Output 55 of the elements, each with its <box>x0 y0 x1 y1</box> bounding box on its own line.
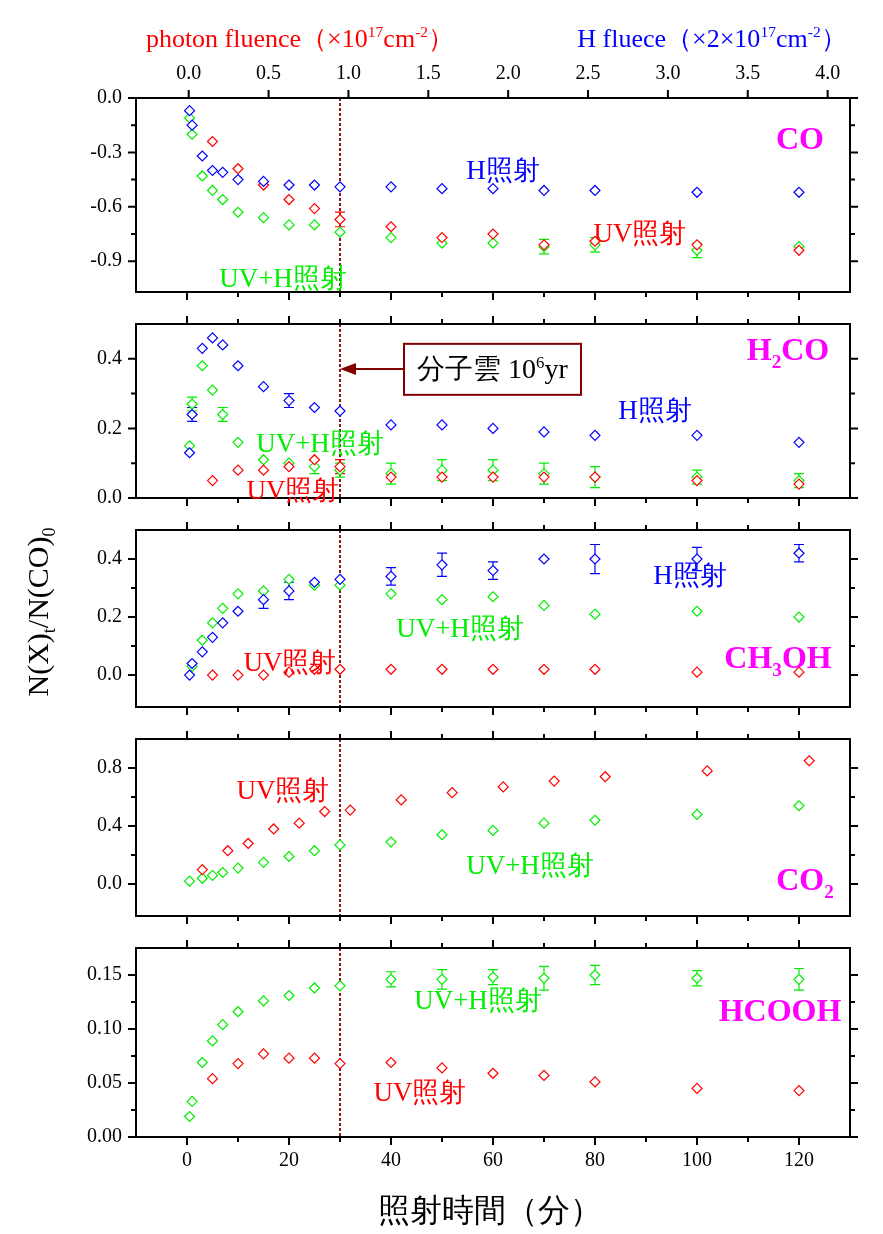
x-tick-label: 60 <box>483 1148 503 1171</box>
y-tick-label: 0.15 <box>87 962 122 985</box>
x-tick-label: 120 <box>784 1148 814 1171</box>
series-label: UV照射 <box>243 646 337 677</box>
y-tick-label: -0.3 <box>90 139 122 162</box>
y-tick-label: 0.2 <box>97 415 122 438</box>
y-tick-label: 0.2 <box>97 604 122 627</box>
x2-tick-label: 0.5 <box>256 61 282 84</box>
series-label: UV+H照射 <box>219 262 347 293</box>
x2-tick-label: 1.0 <box>335 61 361 84</box>
x2-tick-label: 1.5 <box>415 61 441 84</box>
series-label: UV照射 <box>593 217 687 248</box>
series-label: H照射 <box>618 394 692 425</box>
y-tick-label: 0.05 <box>87 1070 122 1093</box>
annotation: 分子雲 10$^{6}$yr <box>403 343 582 396</box>
x-tick-label: 20 <box>279 1148 299 1171</box>
x2-axis-title: photon fluence（×10$^{17}$cm$^{-2}$） <box>145 23 455 53</box>
y-tick-label: 0.4 <box>97 346 122 369</box>
series-label: H照射 <box>653 559 727 590</box>
text: CH$_{3}$OH <box>724 639 832 680</box>
x2-tick-label: 2.5 <box>575 61 601 84</box>
y-tick-label: -0.6 <box>90 194 122 217</box>
series-label: UV照射 <box>246 474 340 505</box>
y-tick-label: 0.0 <box>97 485 122 508</box>
y-tick-label: 0.00 <box>87 1124 122 1147</box>
series-label: UV照射 <box>373 1076 467 1107</box>
x-tick-label: 0 <box>182 1148 192 1171</box>
y-tick-label: 0.4 <box>97 546 122 569</box>
x-tick-label: 100 <box>682 1148 712 1171</box>
y-tick-label: 0.8 <box>97 755 122 778</box>
series-label: UV照射 <box>236 774 330 805</box>
series-label: UV+H照射 <box>414 984 542 1015</box>
text: CO$_{2}$ <box>776 861 834 902</box>
x2-tick-label: 4.0 <box>815 61 841 84</box>
x-tick-label: 80 <box>585 1148 605 1171</box>
text: CO <box>776 120 824 156</box>
x2-tick-label: 3.5 <box>735 61 761 84</box>
y-tick-label: 0.0 <box>97 871 122 894</box>
series-label: UV+H照射 <box>396 612 524 643</box>
y-tick-label: 0.0 <box>97 662 122 685</box>
series-label: UV+H照射 <box>466 849 594 880</box>
y-tick-label: 0.10 <box>87 1016 122 1039</box>
series-label: UV+H照射 <box>256 427 384 458</box>
x2-tick-label: 2.0 <box>495 61 521 84</box>
text: H fluece（×2×10$^{17}$cm$^{-2}$） <box>577 23 847 53</box>
x-tick-label: 40 <box>381 1148 401 1171</box>
y-tick-label: 0.4 <box>97 813 122 836</box>
x2-tick-label: 0.0 <box>176 61 202 84</box>
text: HCOOH <box>718 992 842 1028</box>
y-tick-label: -0.9 <box>90 248 122 271</box>
x-axis-title: 照射時間（分） <box>378 1192 602 1228</box>
chart-title: H$_{2}$CO <box>746 331 830 372</box>
series-label: H照射 <box>466 154 540 185</box>
y-tick-label: 0.0 <box>97 85 122 108</box>
x2-tick-label: 3.0 <box>655 61 681 84</box>
